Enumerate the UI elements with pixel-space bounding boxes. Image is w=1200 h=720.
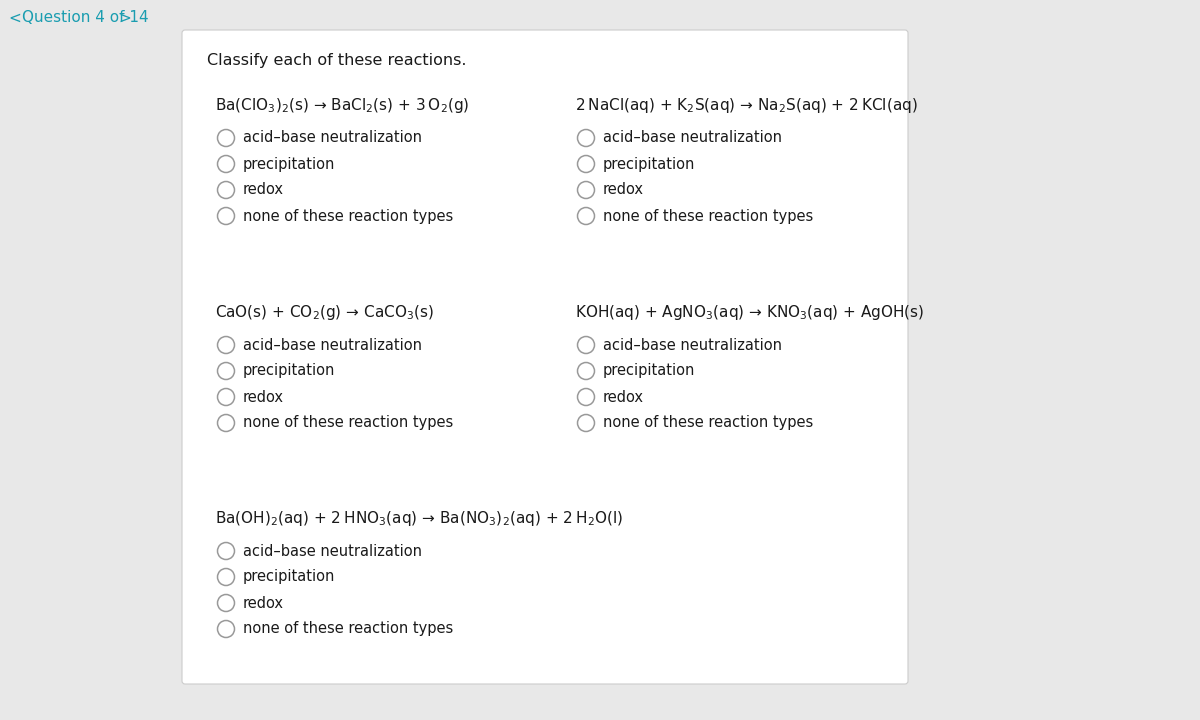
Text: KOH(aq) + AgNO$_3$(aq) → KNO$_3$(aq) + AgOH(s): KOH(aq) + AgNO$_3$(aq) → KNO$_3$(aq) + A…	[575, 303, 924, 322]
Text: redox: redox	[604, 390, 644, 405]
Circle shape	[577, 389, 594, 405]
Text: 2 NaCl(aq) + K$_2$S(aq) → Na$_2$S(aq) + 2 KCl(aq): 2 NaCl(aq) + K$_2$S(aq) → Na$_2$S(aq) + …	[575, 96, 918, 115]
Circle shape	[217, 181, 234, 199]
Text: precipitation: precipitation	[242, 156, 335, 171]
Circle shape	[217, 569, 234, 585]
Circle shape	[577, 181, 594, 199]
Circle shape	[217, 542, 234, 559]
Circle shape	[217, 336, 234, 354]
Text: acid–base neutralization: acid–base neutralization	[604, 338, 782, 353]
Text: precipitation: precipitation	[242, 364, 335, 379]
Circle shape	[217, 595, 234, 611]
Text: Classify each of these reactions.: Classify each of these reactions.	[208, 53, 467, 68]
Text: precipitation: precipitation	[242, 570, 335, 585]
Circle shape	[217, 362, 234, 379]
Text: none of these reaction types: none of these reaction types	[242, 621, 454, 636]
Text: redox: redox	[242, 182, 284, 197]
Text: precipitation: precipitation	[604, 156, 695, 171]
Circle shape	[577, 362, 594, 379]
Text: none of these reaction types: none of these reaction types	[242, 209, 454, 223]
Text: none of these reaction types: none of these reaction types	[604, 209, 814, 223]
Text: acid–base neutralization: acid–base neutralization	[242, 130, 422, 145]
Circle shape	[577, 415, 594, 431]
Text: <: <	[8, 11, 20, 25]
Text: acid–base neutralization: acid–base neutralization	[242, 544, 422, 559]
Text: none of these reaction types: none of these reaction types	[242, 415, 454, 431]
Text: Ba(OH)$_2$(aq) + 2 HNO$_3$(aq) → Ba(NO$_3$)$_2$(aq) + 2 H$_2$O(l): Ba(OH)$_2$(aq) + 2 HNO$_3$(aq) → Ba(NO$_…	[215, 509, 623, 528]
Text: >: >	[118, 11, 131, 25]
Text: CaO(s) + CO$_2$(g) → CaCO$_3$(s): CaO(s) + CO$_2$(g) → CaCO$_3$(s)	[215, 303, 434, 322]
Circle shape	[577, 130, 594, 146]
Text: none of these reaction types: none of these reaction types	[604, 415, 814, 431]
FancyBboxPatch shape	[182, 30, 908, 684]
Circle shape	[217, 207, 234, 225]
Text: Ba(ClO$_3$)$_2$(s) → BaCl$_2$(s) + 3 O$_2$(g): Ba(ClO$_3$)$_2$(s) → BaCl$_2$(s) + 3 O$_…	[215, 96, 469, 115]
Circle shape	[577, 156, 594, 173]
Circle shape	[577, 336, 594, 354]
Circle shape	[217, 415, 234, 431]
Circle shape	[217, 621, 234, 637]
Text: redox: redox	[242, 595, 284, 611]
Text: acid–base neutralization: acid–base neutralization	[604, 130, 782, 145]
Circle shape	[577, 207, 594, 225]
Text: precipitation: precipitation	[604, 364, 695, 379]
Text: redox: redox	[242, 390, 284, 405]
Circle shape	[217, 156, 234, 173]
Circle shape	[217, 130, 234, 146]
Text: redox: redox	[604, 182, 644, 197]
Text: Question 4 of 14: Question 4 of 14	[22, 11, 149, 25]
Circle shape	[217, 389, 234, 405]
Text: acid–base neutralization: acid–base neutralization	[242, 338, 422, 353]
